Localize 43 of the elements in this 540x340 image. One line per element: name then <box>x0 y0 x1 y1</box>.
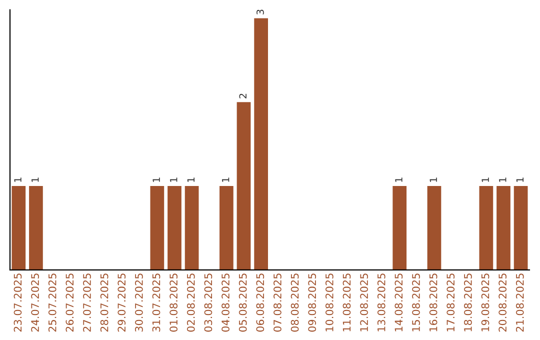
x-tick-label: 13.08.2025 <box>377 274 386 332</box>
data-label: 1 <box>482 178 489 182</box>
x-tick-label: 04.08.2025 <box>222 274 230 332</box>
data-label: 1 <box>499 178 506 182</box>
x-tick-label: 12.08.2025 <box>360 274 368 332</box>
x-tick-label: 19.08.2025 <box>481 274 490 332</box>
x-tick-label: 10.08.2025 <box>325 274 334 332</box>
x-tick-label: 29.07.2025 <box>118 274 126 332</box>
x-tick-label: 16.08.2025 <box>429 274 438 332</box>
data-label: 1 <box>152 178 160 182</box>
data-label: 1 <box>222 178 230 182</box>
x-tick-label: 03.08.2025 <box>204 274 212 332</box>
x-tick-label: 05.08.2025 <box>238 274 247 332</box>
x-tick-label: 09.08.2025 <box>308 274 316 332</box>
data-label: 1 <box>187 178 194 182</box>
x-tick-label: 06.08.2025 <box>256 274 264 332</box>
x-tick-label: 11.08.2025 <box>342 274 351 332</box>
data-label: 2 <box>239 94 246 98</box>
data-label: 1 <box>14 178 22 182</box>
data-label: 1 <box>430 178 437 182</box>
data-label: 1 <box>170 178 178 182</box>
data-label: 3 <box>256 10 264 14</box>
data-label: 1 <box>395 178 402 182</box>
x-tick-label: 07.08.2025 <box>274 274 282 332</box>
data-label: 1 <box>32 178 39 182</box>
x-tick-label: 08.08.2025 <box>290 274 299 332</box>
x-tick-label: 26.07.2025 <box>66 274 74 332</box>
x-tick-label: 31.07.2025 <box>152 274 160 332</box>
x-tick-label: 18.08.2025 <box>464 274 472 332</box>
x-tick-label: 23.07.2025 <box>14 274 22 332</box>
x-tick-label: 01.08.2025 <box>170 274 178 332</box>
x-tick-label: 30.07.2025 <box>135 274 143 332</box>
x-tick-label: 27.07.2025 <box>83 274 91 332</box>
x-tick-label: 15.08.2025 <box>412 274 420 332</box>
x-tick-label: 17.08.2025 <box>446 274 455 332</box>
x-tick-label: 21.08.2025 <box>516 274 524 332</box>
x-tick-label: 28.07.2025 <box>100 274 108 332</box>
x-tick-label: 14.08.2025 <box>394 274 403 332</box>
data-label: 1 <box>516 178 524 182</box>
x-tick-label: 25.07.2025 <box>48 274 56 332</box>
x-tick-label: 02.08.2025 <box>186 274 195 332</box>
x-tick-label: 20.08.2025 <box>498 274 507 332</box>
x-tick-label: 24.07.2025 <box>31 274 39 332</box>
